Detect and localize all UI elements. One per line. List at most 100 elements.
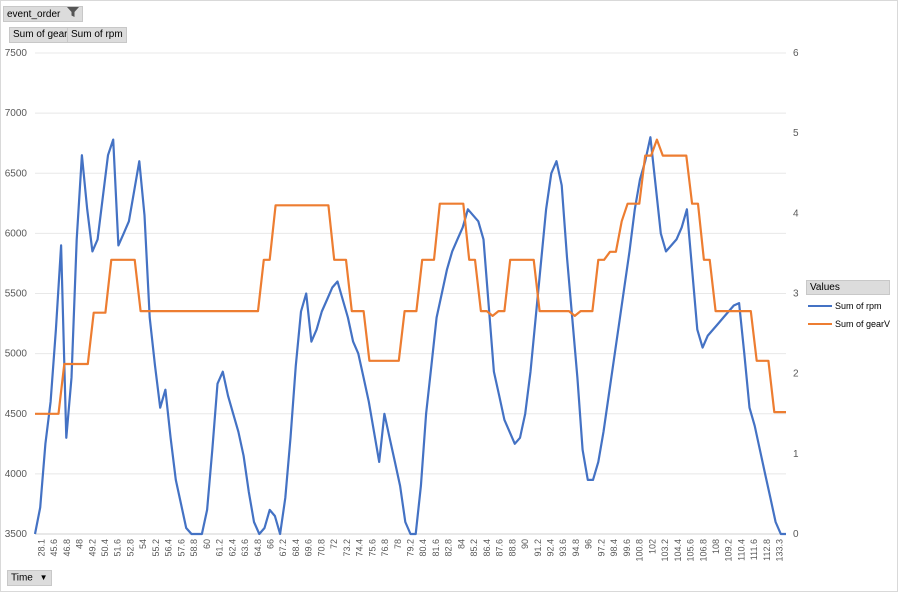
x-tick-label: 82.8 — [444, 539, 454, 557]
y-left-tick-label: 4500 — [5, 409, 28, 420]
series-line-sum-of-rpm — [33, 136, 786, 536]
x-tick-label: 97.2 — [596, 539, 606, 557]
legend-label-rpm: Sum of rpm — [835, 301, 882, 311]
x-tick-label: 104.4 — [673, 539, 683, 562]
x-tick-label: 72 — [329, 539, 339, 549]
y-left-tick-label: 7500 — [5, 48, 28, 59]
y-right-tick-label: 2 — [793, 369, 799, 380]
x-tick-label: 58.8 — [189, 539, 199, 557]
x-tick-label: 102 — [647, 539, 657, 554]
x-tick-label: 56.4 — [164, 539, 174, 557]
y-right-tick-label: 6 — [793, 48, 799, 59]
y-axis-left: 3500 4000 4500 5000 5500 6000 6500 7000 7500 — [5, 48, 28, 540]
x-tick-label: 57.6 — [176, 539, 186, 557]
y-left-tick-label: 6000 — [5, 228, 28, 239]
series-lines — [33, 136, 786, 536]
x-tick-label: 133.3 — [775, 539, 785, 562]
x-tick-label: 88.8 — [507, 539, 517, 557]
funnel-filter-icon[interactable] — [67, 7, 80, 22]
x-tick-label: 84 — [456, 539, 466, 549]
x-tick-label: 51.6 — [113, 539, 123, 557]
x-tick-label: 103.2 — [660, 539, 670, 562]
x-tick-label: 73.2 — [342, 539, 352, 557]
sum-of-rpm-field-label: Sum of rpm — [71, 29, 123, 40]
x-tick-label: 52.8 — [125, 539, 135, 557]
x-tick-label: 67.2 — [278, 539, 288, 557]
x-tick-label: 76.8 — [380, 539, 390, 557]
legend-item-rpm[interactable]: Sum of rpm — [806, 299, 890, 313]
x-tick-label: 105.6 — [686, 539, 696, 562]
x-tick-label: 28.1 — [36, 539, 46, 557]
x-tick-label: 96 — [584, 539, 594, 549]
x-tick-label: 46.8 — [62, 539, 72, 557]
x-tick-label: 70.8 — [316, 539, 326, 557]
y-right-tick-label: 1 — [793, 449, 799, 460]
x-tick-label: 69.6 — [304, 539, 314, 557]
y-left-tick-label: 7000 — [5, 108, 28, 119]
x-tick-label: 78 — [393, 539, 403, 549]
sum-of-rpm-field-button[interactable]: Sum of rpm — [67, 27, 127, 43]
x-tick-label: 94.8 — [571, 539, 581, 557]
y-left-tick-label: 3500 — [5, 529, 28, 540]
event-order-filter-label: event_order — [7, 9, 61, 21]
y-right-tick-label: 5 — [793, 128, 799, 139]
x-tick-label: 74.4 — [355, 539, 365, 557]
time-axis-field-button[interactable]: Time ▼ — [7, 570, 52, 586]
legend-swatch-rpm — [808, 305, 832, 307]
x-tick-label: 100.8 — [635, 539, 645, 562]
legend-item-gearv[interactable]: Sum of gearV — [806, 317, 890, 331]
x-tick-label: 50.4 — [100, 539, 110, 557]
y-axis-right: 0 1 2 3 4 5 6 — [793, 48, 799, 540]
x-tick-label: 110.4 — [736, 539, 746, 561]
x-tick-label: 81.6 — [431, 539, 441, 557]
x-tick-label: 60 — [202, 539, 212, 549]
x-tick-label: 61.2 — [215, 539, 225, 557]
legend-swatch-gearv — [808, 323, 832, 325]
x-tick-label: 54 — [138, 539, 148, 549]
x-tick-label: 92.4 — [546, 539, 556, 557]
x-tick-label: 99.6 — [622, 539, 632, 557]
chevron-down-icon[interactable]: ▼ — [39, 573, 48, 582]
x-tick-label: 106.8 — [698, 539, 708, 562]
sum-of-gearv-field-label: Sum of gearV — [13, 29, 75, 40]
series-line-sum-of-gearv — [35, 138, 786, 415]
x-tick-label: 55.2 — [151, 539, 161, 557]
x-tick-label: 109.2 — [724, 539, 734, 562]
event-order-filter-button[interactable]: event_order — [3, 6, 84, 22]
y-right-tick-label: 4 — [793, 208, 799, 219]
x-tick-label: 80.4 — [418, 539, 428, 557]
x-tick-label: 87.6 — [495, 539, 505, 557]
x-axis: 28.1 45.6 46.8 48 49.2 50.4 51.6 52.8 54 55.2 56.4… — [36, 539, 784, 562]
x-tick-label: 111.6 — [749, 539, 759, 560]
y-left-tick-label: 5500 — [5, 289, 28, 300]
legend-title: Values — [806, 280, 890, 295]
y-left-tick-label: 5000 — [5, 349, 28, 360]
x-tick-label: 79.2 — [406, 539, 416, 557]
y-right-tick-label: 3 — [793, 289, 799, 300]
legend-label-gearv: Sum of gearV — [835, 319, 891, 329]
x-tick-label: 66 — [265, 539, 275, 549]
x-tick-label: 93.6 — [558, 539, 568, 557]
x-tick-label: 62.4 — [227, 539, 237, 557]
x-tick-label: 75.6 — [367, 539, 377, 557]
sum-of-gearv-field-button[interactable]: Sum of gearV — [9, 27, 79, 43]
y-left-tick-label: 6500 — [5, 168, 28, 179]
x-tick-label: 49.2 — [87, 539, 97, 557]
x-tick-label: 45.6 — [49, 539, 59, 557]
x-tick-label: 98.4 — [609, 539, 619, 557]
x-tick-label: 63.6 — [240, 539, 250, 557]
time-axis-field-label: Time — [11, 572, 33, 584]
legend: Values Sum of rpm Sum of gearV — [806, 280, 890, 331]
x-tick-label: 91.2 — [533, 539, 543, 557]
y-right-tick-label: 0 — [793, 529, 799, 540]
x-tick-label: 108 — [711, 539, 721, 554]
x-tick-label: 112.8 — [762, 539, 772, 561]
y-left-tick-label: 4000 — [5, 469, 28, 480]
x-tick-label: 64.8 — [253, 539, 263, 557]
x-tick-label: 85.2 — [469, 539, 479, 557]
x-tick-label: 68.4 — [291, 539, 301, 557]
x-tick-label: 86.4 — [482, 539, 492, 557]
x-tick-label: 90 — [520, 539, 530, 549]
x-tick-label: 48 — [75, 539, 85, 549]
